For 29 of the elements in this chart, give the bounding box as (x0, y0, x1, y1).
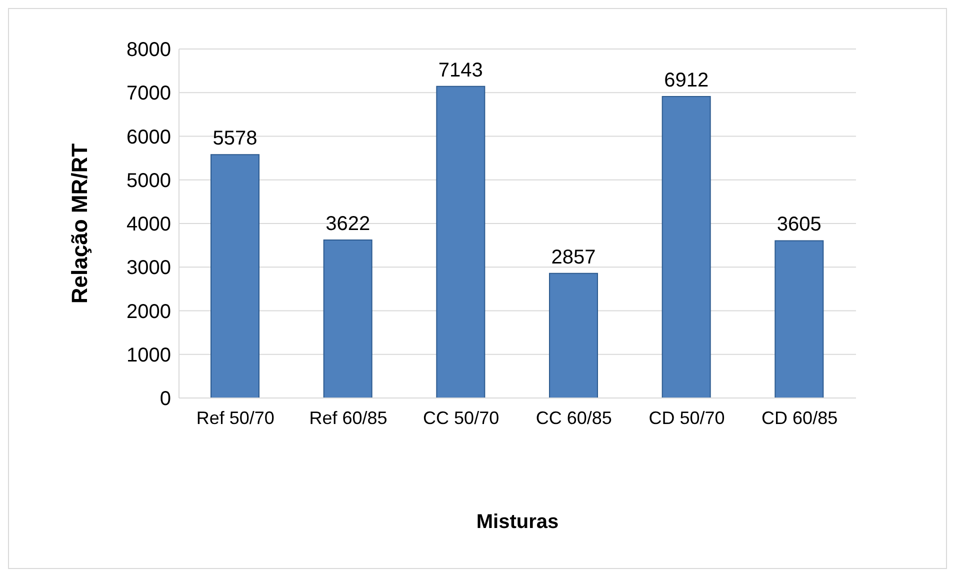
x-axis-title: Misturas (476, 511, 559, 533)
bar (323, 239, 372, 398)
data-label: 3605 (776, 214, 822, 236)
bar (549, 272, 598, 398)
y-tick-label: 3000 (126, 257, 171, 280)
y-axis-title: Relação MR/RT (66, 142, 92, 304)
data-label: 5578 (212, 128, 258, 150)
y-tick-label: 6000 (126, 126, 171, 148)
data-label: 3622 (326, 212, 370, 235)
x-tick-label: CD 50/70 (648, 408, 725, 428)
y-tick-label: 8000 (126, 39, 171, 62)
x-tick-label: CC 50/70 (423, 408, 500, 428)
y-tick-label: 4000 (126, 214, 171, 236)
bar (436, 86, 486, 398)
x-tick-label: CD 60/85 (762, 408, 838, 428)
data-label: 2857 (551, 246, 596, 268)
data-label: 7143 (438, 59, 483, 82)
bar (210, 154, 260, 398)
y-tick-label: 2000 (126, 300, 171, 323)
bar (774, 240, 824, 398)
y-tick-label: 5000 (126, 170, 171, 192)
y-tick-label: 0 (160, 388, 171, 410)
x-tick-label: CC 60/85 (536, 408, 612, 428)
x-tick-label: Ref 50/70 (196, 408, 274, 428)
y-tick-label: 7000 (126, 82, 171, 105)
bar (662, 96, 711, 398)
data-label: 6912 (664, 69, 709, 92)
x-tick-label: Ref 60/85 (309, 408, 388, 428)
y-tick-label: 1000 (126, 344, 171, 366)
